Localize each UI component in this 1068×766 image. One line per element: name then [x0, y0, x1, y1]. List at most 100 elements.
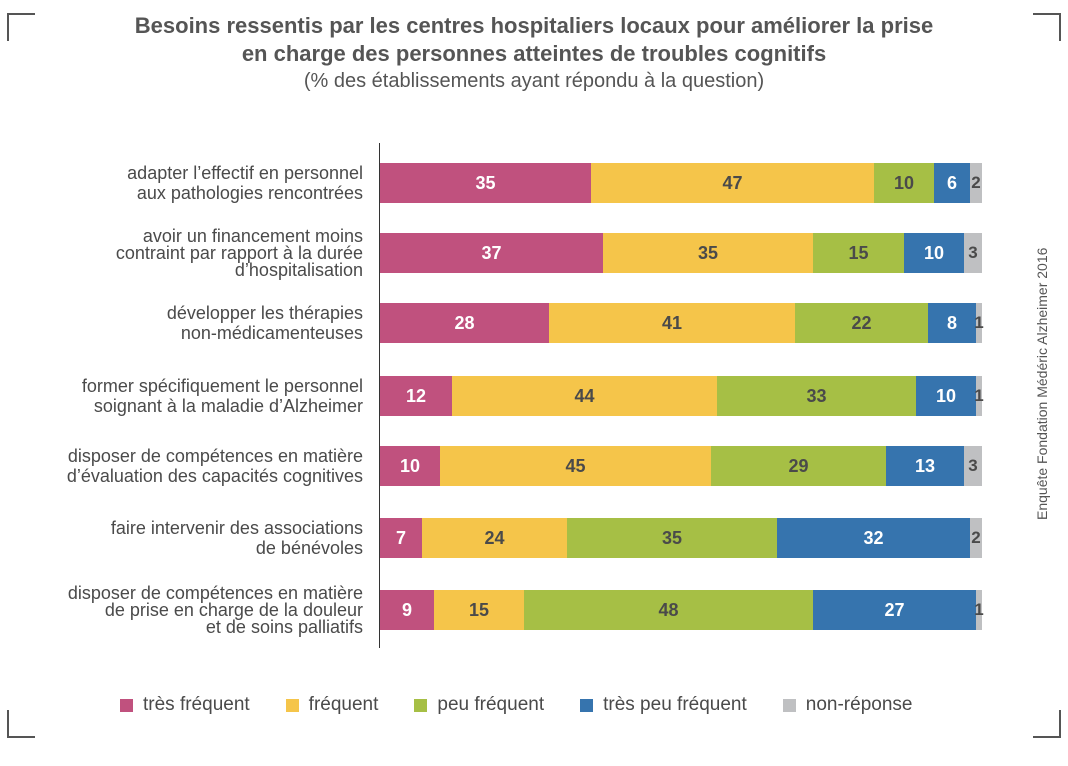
bar-row: 28 41 22 8 1	[380, 303, 984, 343]
legend-item: fréquent	[285, 694, 379, 716]
bar-segment: 2	[970, 518, 982, 558]
category-label-line: faire intervenir des associations	[110, 518, 363, 538]
data-label: 2	[971, 528, 981, 547]
bar-row: 7 24 35 32 2	[380, 518, 982, 558]
corner-top-left	[7, 13, 35, 41]
corner-top-right	[1033, 13, 1061, 41]
data-label: 35	[697, 242, 719, 263]
category-label-line: former spécifiquement le personnel	[81, 376, 363, 396]
category-label-line: aux pathologies rencontrées	[136, 183, 363, 203]
source-note: Enquête Fondation Médéric Alzheimer 2016	[1034, 247, 1050, 520]
bar-segment: 27	[813, 590, 976, 630]
data-label: 8	[946, 312, 957, 333]
category-label-line: d’évaluation des capacités cognitives	[66, 466, 363, 486]
bar-segment: 1	[974, 303, 984, 343]
bar-segment: 41	[549, 303, 795, 343]
data-label: 7	[395, 527, 406, 548]
bar-segment: 24	[422, 518, 567, 558]
bar-segment: 15	[813, 233, 904, 273]
legend-item: peu fréquent	[414, 694, 544, 716]
legend-swatch	[580, 698, 594, 712]
data-label: 6	[946, 172, 957, 193]
category-label-line: contraint par rapport à la durée	[115, 242, 363, 263]
bar-segment: 15	[434, 590, 524, 630]
data-label: 47	[722, 172, 743, 193]
bar-row: 37 35 15 10 3	[380, 233, 982, 273]
bar-segment: 1	[974, 376, 984, 416]
category-label-line: d’hospitalisation	[234, 259, 363, 280]
legend-item: non-réponse	[782, 694, 913, 716]
bar-segment: 32	[777, 518, 970, 558]
data-label: 10	[893, 172, 915, 193]
legend-label: très fréquent	[143, 694, 250, 715]
corner-bottom-left	[7, 710, 35, 738]
bar-segment: 10	[904, 233, 964, 273]
bar-segment: 6	[934, 163, 970, 203]
bar-segment: 28	[380, 303, 549, 343]
legend-swatch	[285, 698, 299, 712]
category-label: développer les thérapies non-médicamenteu…	[167, 303, 363, 343]
bar-segment: 7	[380, 518, 422, 558]
legend-label: très peu fréquent	[603, 694, 747, 715]
category-label-line: disposer de compétences en matière	[67, 446, 363, 466]
category-label: avoir un financement moins contraint par …	[115, 227, 363, 280]
data-label: 24	[484, 527, 505, 548]
data-label: 15	[468, 599, 490, 620]
category-label: former spécifiquement le personnel soigna…	[82, 376, 363, 416]
data-label: 32	[863, 527, 884, 548]
data-label: 35	[475, 172, 496, 193]
bar-segment: 10	[874, 163, 934, 203]
bar-segment: 10	[380, 446, 440, 486]
bar-segment: 3	[964, 233, 982, 273]
data-label: 27	[884, 599, 905, 620]
category-label: disposer de compétences en matière d’éval…	[67, 446, 363, 486]
category-label: disposer de compétences en matière de pri…	[67, 582, 363, 636]
data-label: 1	[974, 313, 984, 332]
data-label: 9	[401, 599, 412, 620]
bar-segment: 2	[970, 163, 982, 203]
data-label: 37	[481, 242, 502, 263]
bar-segment: 33	[717, 376, 916, 416]
category-label-line: disposer de compétences en matière	[67, 582, 363, 603]
chart-title-line-1: Besoins ressentis par les centres hospit…	[134, 13, 934, 38]
data-label: 2	[971, 173, 981, 192]
data-label: 13	[914, 455, 936, 476]
legend-label: fréquent	[308, 694, 379, 715]
bar-row: 10 45 29 13 3	[380, 446, 982, 486]
chart-subtitle: (% des établissements ayant répondu à la…	[303, 70, 765, 92]
chart-title: Besoins ressentis par les centres hospit…	[0, 12, 1068, 68]
bar-segment: 1	[974, 590, 984, 630]
data-label: 3	[968, 456, 978, 475]
legend-label: non-réponse	[805, 694, 913, 715]
category-label-line: de bénévoles	[255, 538, 363, 558]
bar-segment: 47	[591, 163, 874, 203]
bar-segment: 35	[603, 233, 813, 273]
chart-title-line-2: en charge des personnes atteintes de tro…	[241, 41, 827, 66]
category-label: adapter l’effectif en personnel aux patho…	[127, 163, 363, 203]
bar-row: 12 44 33 10 1	[380, 376, 984, 416]
bar-segment: 48	[524, 590, 813, 630]
data-label: 3	[968, 243, 978, 262]
category-label-line: adapter l’effectif en personnel	[127, 163, 363, 183]
data-label: 22	[851, 312, 872, 333]
data-label: 33	[806, 385, 827, 406]
data-label: 29	[788, 455, 809, 476]
bar-segment: 37	[380, 233, 603, 273]
data-label: 45	[565, 455, 586, 476]
chart-legend: très fréquent fréquent peu fréquent très pe…	[120, 694, 948, 716]
bar-segment: 12	[380, 376, 452, 416]
category-label: faire intervenir des associations de béné…	[111, 518, 363, 558]
category-label-line: soignant à la maladie d’Alzheimer	[93, 396, 363, 416]
bar-segment: 35	[380, 163, 591, 203]
corner-bottom-right	[1033, 710, 1061, 738]
category-label-line: de prise en charge de la douleur	[104, 599, 363, 620]
bar-segment: 13	[886, 446, 964, 486]
legend-item: très fréquent	[120, 694, 250, 716]
data-label: 10	[399, 455, 421, 476]
legend-swatch	[782, 698, 796, 712]
data-label: 1	[974, 386, 984, 405]
legend-swatch	[120, 698, 133, 712]
data-label: 1	[974, 600, 984, 619]
data-label: 10	[935, 385, 957, 406]
bar-segment: 44	[452, 376, 717, 416]
